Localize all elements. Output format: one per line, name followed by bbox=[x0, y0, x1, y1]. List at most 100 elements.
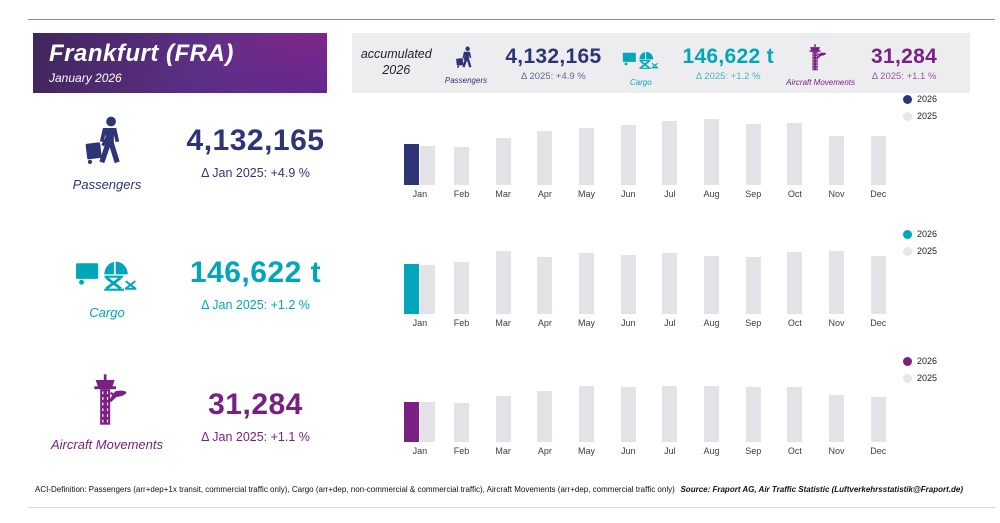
bar-2025-dec bbox=[870, 136, 886, 185]
month-label: Mar bbox=[495, 446, 511, 456]
bar-2025-feb bbox=[454, 147, 469, 185]
bar-2025-aug bbox=[704, 386, 720, 442]
month-slot-jul: Jul bbox=[649, 244, 691, 328]
month-label: Dec bbox=[870, 318, 887, 328]
cargo-value: 146,622 t bbox=[189, 256, 322, 289]
bar-2026-jan bbox=[404, 143, 420, 185]
legend-label-2025: 2025 bbox=[917, 111, 938, 121]
month-label: Jul bbox=[664, 446, 676, 456]
month-label: May bbox=[578, 318, 596, 328]
legend-item-2026: 2026 bbox=[903, 94, 995, 104]
month-label: Dec bbox=[870, 189, 887, 199]
legend-dot-2025 bbox=[903, 373, 912, 383]
bar-2025-jul bbox=[662, 386, 678, 442]
month-slot-dec: Dec bbox=[857, 244, 899, 328]
summary-passengers-value: 4,132,165 bbox=[505, 44, 602, 68]
bar-2025-mar bbox=[495, 251, 511, 314]
month-slot-nov: Nov bbox=[816, 244, 858, 328]
bottom-divider bbox=[28, 507, 995, 508]
month-label: Jun bbox=[620, 318, 636, 328]
month-label: Oct bbox=[787, 318, 802, 328]
month-slot-nov: Nov bbox=[816, 115, 858, 199]
legend-dot-2025 bbox=[903, 111, 912, 121]
cargo-row-label: Cargo bbox=[89, 305, 125, 320]
summary-passengers-delta: Δ 2025: +4.9 % bbox=[521, 70, 586, 82]
month-slot-sep: Sep bbox=[732, 372, 774, 456]
month-label: Jan bbox=[412, 318, 428, 328]
cargo-row-icon-block: Cargo bbox=[48, 250, 166, 320]
bar-2025-sep bbox=[745, 387, 761, 442]
summary-cargo-label: Cargo bbox=[629, 77, 652, 87]
month-label: Sep bbox=[745, 446, 762, 456]
bar-2025-jan bbox=[420, 145, 436, 185]
summary-aircraft-movements-icon-block: Aircraft Movements bbox=[786, 39, 856, 87]
month-label: Aug bbox=[703, 446, 720, 456]
top-divider bbox=[28, 19, 995, 20]
month-slot-aug: Aug bbox=[691, 115, 733, 199]
bar-2025-oct bbox=[787, 252, 803, 314]
month-label: Sep bbox=[745, 189, 762, 199]
legend-label-2025: 2025 bbox=[917, 246, 938, 256]
legend-dot-2026 bbox=[903, 229, 912, 239]
month-label: Nov bbox=[828, 189, 845, 199]
control-tower-icon bbox=[82, 374, 132, 428]
bar-2025-jan bbox=[420, 264, 436, 314]
passengers-kpi: 4,132,165 Δ Jan 2025: +4.9 % bbox=[168, 124, 343, 180]
summary-cargo-kpi: 146,622 t Δ 2025: +1.2 % bbox=[670, 45, 786, 82]
header: Frankfurt (FRA) January 2026 bbox=[33, 33, 327, 93]
legend-label-2026: 2026 bbox=[917, 356, 938, 366]
month-label: Jun bbox=[620, 189, 636, 199]
bar-2025-mar bbox=[495, 396, 511, 442]
legend-item-2026: 2026 bbox=[903, 356, 995, 366]
month-slot-may: May bbox=[566, 372, 608, 456]
legend-dot-2025 bbox=[903, 246, 912, 256]
month-slot-jun: Jun bbox=[607, 372, 649, 456]
summary-aircraft-movements-label: Aircraft Movements bbox=[786, 78, 856, 87]
legend-dot-2026 bbox=[903, 94, 912, 104]
month-label: Jul bbox=[664, 189, 676, 199]
summary-aircraft-movements-kpi: 31,284 Δ 2025: +1.1 % bbox=[846, 45, 962, 82]
month-slot-aug: Aug bbox=[691, 244, 733, 328]
passengers-row-label: Passengers bbox=[72, 177, 142, 192]
bar-2026-jan bbox=[404, 401, 420, 442]
cargo-delta: Δ Jan 2025: +1.2 % bbox=[201, 298, 310, 312]
month-label: Apr bbox=[537, 189, 552, 199]
passenger-icon bbox=[455, 46, 477, 70]
aircraft-movements-value: 31,284 bbox=[208, 388, 303, 421]
month-label: Feb bbox=[453, 446, 470, 456]
passengers-chart-legend: 2026 2025 bbox=[903, 94, 995, 128]
bar-2025-aug bbox=[704, 256, 720, 314]
source-text: Source: Fraport AG, Air Traffic Statisti… bbox=[680, 485, 963, 494]
bar-2025-dec bbox=[870, 397, 886, 442]
month-slot-may: May bbox=[566, 244, 608, 328]
month-slot-nov: Nov bbox=[816, 372, 858, 456]
summary-cargo-icon-block: Cargo bbox=[611, 40, 670, 87]
bar-2025-jul bbox=[662, 253, 678, 314]
summary-passengers-label: Passengers bbox=[444, 76, 488, 85]
month-slot-apr: Apr bbox=[524, 372, 566, 456]
passengers-value: 4,132,165 bbox=[186, 124, 325, 157]
bar-2025-oct bbox=[787, 387, 803, 442]
cargo-icon bbox=[622, 45, 660, 72]
passengers-monthly-chart: Jan Feb Mar Apr May Jun Jul Aug Sep Oct Nov Dec bbox=[399, 115, 899, 199]
bar-2025-nov bbox=[829, 394, 845, 442]
month-label: Apr bbox=[537, 318, 552, 328]
summary-cargo-delta: Δ 2025: +1.2 % bbox=[695, 70, 761, 82]
month-label: Feb bbox=[453, 318, 470, 328]
month-label: Feb bbox=[453, 189, 470, 199]
bar-2025-jun bbox=[620, 125, 636, 185]
bar-2025-nov bbox=[829, 136, 845, 185]
month-label: Dec bbox=[870, 446, 887, 456]
month-slot-sep: Sep bbox=[732, 244, 774, 328]
legend-label-2026: 2026 bbox=[917, 94, 938, 104]
month-slot-jan: Jan bbox=[399, 372, 441, 456]
summary-passengers-icon-block: Passengers bbox=[437, 41, 496, 85]
month-label: May bbox=[578, 446, 596, 456]
bar-2025-jun bbox=[620, 255, 636, 314]
month-slot-oct: Oct bbox=[774, 244, 816, 328]
bar-2025-apr bbox=[537, 131, 553, 185]
month-slot-sep: Sep bbox=[732, 115, 774, 199]
cargo-monthly-chart: Jan Feb Mar Apr May Jun Jul Aug Sep Oct Nov Dec bbox=[399, 244, 899, 328]
bar-2025-sep bbox=[745, 256, 761, 314]
